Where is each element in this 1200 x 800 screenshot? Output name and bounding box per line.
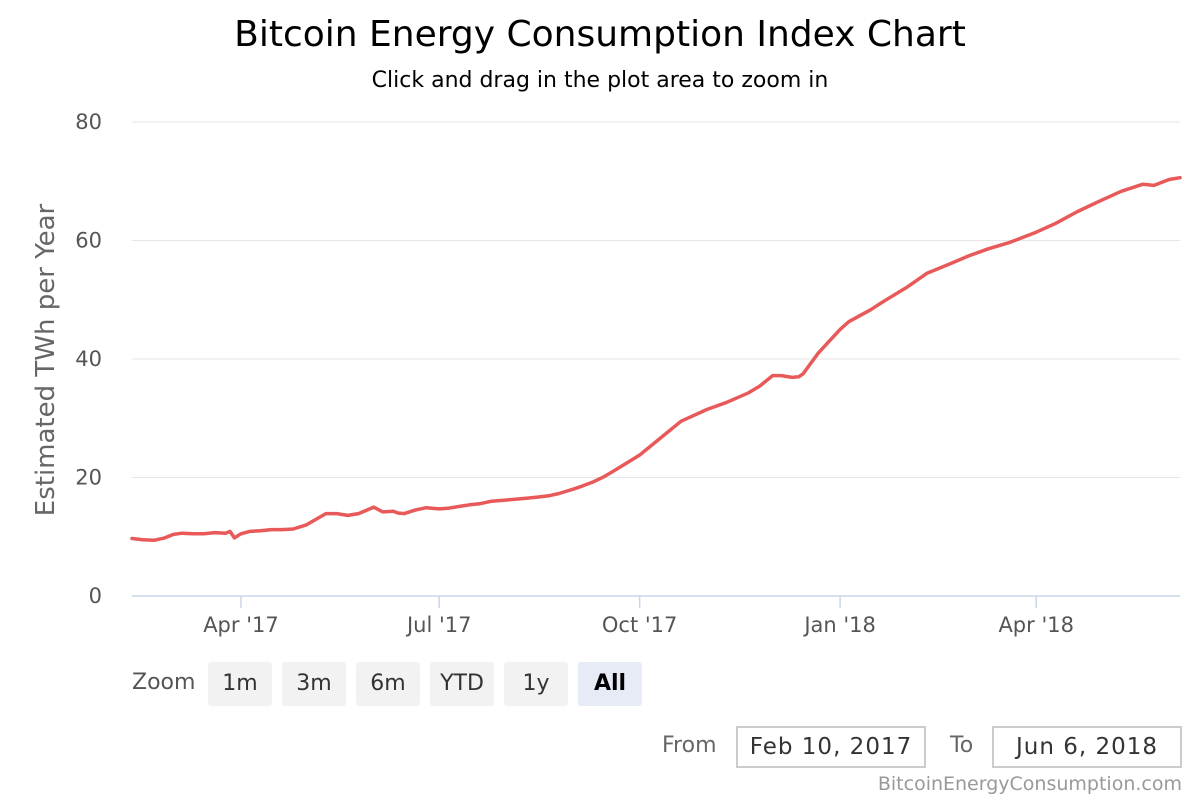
range-from-input[interactable]: Feb 10, 2017 [736, 726, 926, 768]
zoom-all-button[interactable]: All [578, 662, 642, 706]
x-tick-label: Apr '17 [203, 613, 279, 637]
y-axis-title: Estimated TWh per Year [31, 203, 61, 516]
y-tick-label: 80 [75, 110, 102, 134]
x-tick-label: Jan '18 [802, 613, 876, 637]
y-axis-ticks: 0 20 40 60 80 [75, 110, 102, 608]
y-tick-label: 20 [75, 466, 102, 490]
chart-subtitle: Click and drag in the plot area to zoom … [371, 68, 829, 93]
x-tick-label: Apr '18 [998, 613, 1074, 637]
zoom-label: Zoom [132, 670, 196, 695]
x-tick-label: Jul '17 [405, 613, 472, 637]
range-from-label: From [662, 733, 717, 758]
credits-link[interactable]: BitcoinEnergyConsumption.com [877, 773, 1182, 795]
range-to-label: To [950, 733, 974, 758]
series-layer [130, 175, 1182, 543]
grid-lines [132, 121, 1180, 478]
y-tick-label: 60 [75, 229, 102, 253]
zoom-1y-button[interactable]: 1y [504, 662, 568, 706]
zoom-6m-button[interactable]: 6m [356, 662, 420, 706]
chart-title: Bitcoin Energy Consumption Index Chart [234, 14, 966, 55]
x-tick-label: Oct '17 [602, 613, 677, 637]
range-to-input[interactable]: Jun 6, 2018 [992, 726, 1182, 768]
zoom-3m-button[interactable]: 3m [282, 662, 346, 706]
y-tick-label: 0 [89, 584, 102, 608]
y-tick-label: 40 [75, 347, 102, 371]
zoom-1m-button[interactable]: 1m [208, 662, 272, 706]
x-axis-ticks: Apr '17 Jul '17 Oct '17 Jan '18 Apr '18 [203, 596, 1074, 637]
zoom-ytd-button[interactable]: YTD [430, 662, 494, 706]
series-line-0[interactable] [130, 175, 1182, 543]
